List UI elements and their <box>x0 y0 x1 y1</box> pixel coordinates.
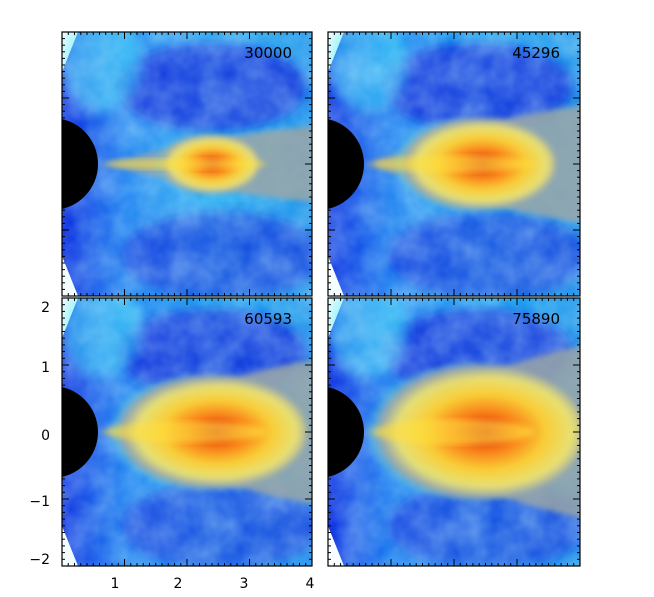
panel-2: 45296 <box>327 31 581 297</box>
jet-outflow <box>363 105 580 223</box>
panel-3: 60593 <box>61 297 313 567</box>
panel-time-label: 75890 <box>512 310 560 328</box>
panel-time-label: 45296 <box>512 44 560 62</box>
black-hole <box>328 387 364 477</box>
jet-outflow <box>97 126 312 202</box>
panel-1: 30000 <box>61 31 313 297</box>
black-hole <box>62 387 98 477</box>
black-hole <box>328 119 364 209</box>
jet-outflow <box>363 346 580 518</box>
panel-time-label: 30000 <box>244 44 292 62</box>
x-tick-label: 2 <box>174 576 183 592</box>
jet-outflow <box>97 360 312 504</box>
black-hole <box>62 119 98 209</box>
y-tick-label: 2 <box>41 300 50 316</box>
y-tick-label: 0 <box>41 428 50 444</box>
x-tick-label: 3 <box>240 576 249 592</box>
panel-time-label: 60593 <box>244 310 292 328</box>
y-tick-label: −2 <box>29 552 50 568</box>
y-tick-label: −1 <box>29 494 50 510</box>
x-tick-label: 4 <box>306 576 315 592</box>
x-tick-label: 1 <box>111 576 120 592</box>
y-tick-label: 1 <box>41 360 50 376</box>
panel-4: 75890 <box>327 297 581 567</box>
